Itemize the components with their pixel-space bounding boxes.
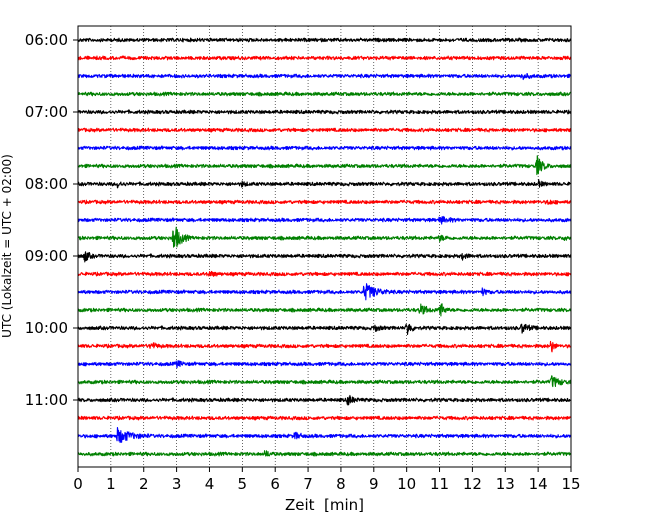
trace-0700 [77, 109, 572, 115]
x-tick-label: 7 [303, 475, 313, 493]
x-tick-label: 9 [369, 475, 379, 493]
trace-0915 [77, 270, 572, 277]
trace-0815 [77, 199, 572, 205]
x-tick-label: 12 [463, 475, 482, 493]
x-tick-label: 0 [73, 475, 83, 493]
y-tick-label: 10:00 [25, 319, 68, 337]
seismic-traces [77, 37, 572, 457]
trace-0715 [77, 127, 572, 133]
y-tick-label: 09:00 [25, 247, 68, 265]
trace-0600 [77, 37, 572, 43]
x-tick-label: 14 [529, 475, 548, 493]
trace-0930 [77, 283, 572, 301]
trace-0845 [77, 226, 572, 248]
trace-1130 [77, 426, 572, 444]
plot-frame [77, 25, 572, 468]
trace-1030 [77, 360, 572, 369]
trace-1145 [77, 450, 572, 457]
y-tick-label: 07:00 [25, 103, 68, 121]
trace-0615 [77, 55, 572, 61]
trace-0730 [77, 145, 572, 151]
trace-0745 [77, 155, 572, 176]
y-axis-label: UTC (Lokalzeit = UTC + 02:00) [0, 154, 14, 338]
trace-0945 [77, 303, 572, 317]
y-axis-ticks: 06:00 07:00 08:00 09:00 10:00 11:00 [25, 31, 78, 409]
x-tick-label: 8 [336, 475, 346, 493]
trace-1000 [77, 323, 572, 336]
y-tick-label: 06:00 [25, 31, 68, 49]
x-tick-label: 4 [205, 475, 215, 493]
trace-1045 [77, 375, 572, 388]
y-tick-label: 08:00 [25, 175, 68, 193]
trace-1115 [77, 415, 572, 421]
x-axis-ticks: 0 1 2 3 4 5 6 7 8 9 10 11 12 13 14 15 [73, 467, 581, 493]
trace-0630 [77, 73, 572, 81]
x-tick-label: 2 [139, 475, 149, 493]
x-tick-label: 11 [430, 475, 449, 493]
trace-0800 [77, 179, 572, 189]
trace-1100 [77, 394, 572, 406]
x-tick-label: 15 [561, 475, 580, 493]
x-tick-label: 10 [397, 475, 416, 493]
y-tick-label: 11:00 [25, 391, 68, 409]
trace-1015 [77, 340, 572, 353]
x-tick-label: 13 [496, 475, 515, 493]
x-tick-label: 5 [238, 475, 248, 493]
trace-0830 [77, 215, 572, 225]
x-tick-label: 6 [270, 475, 280, 493]
x-tick-label: 1 [106, 475, 116, 493]
x-axis-label: Zeit [min] [285, 496, 364, 514]
trace-0645 [77, 91, 572, 97]
trace-0900 [77, 251, 572, 263]
x-tick-label: 3 [172, 475, 182, 493]
